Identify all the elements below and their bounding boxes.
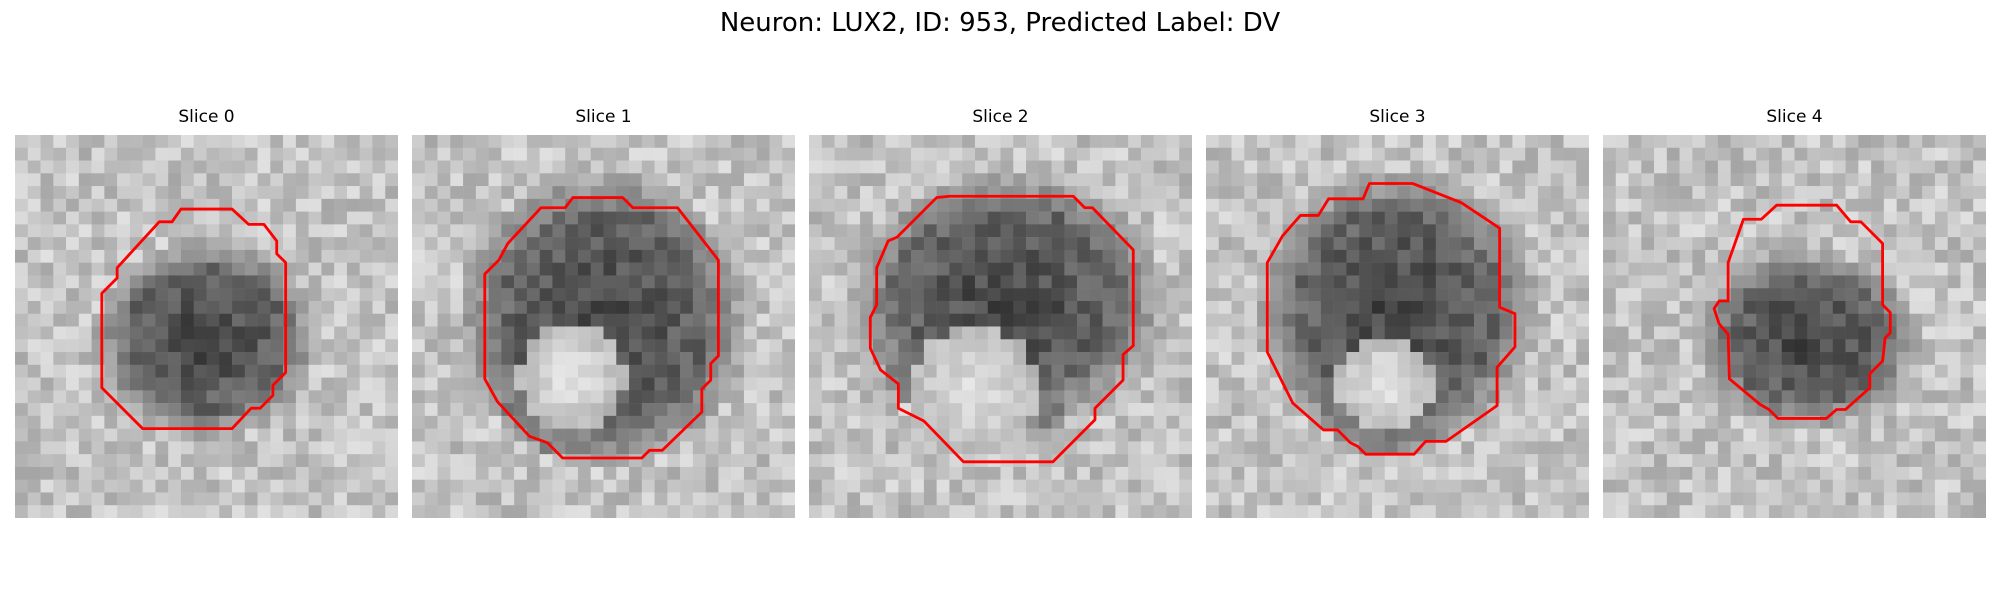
- slice-panel-2: Slice 2: [809, 107, 1192, 518]
- slice-title-4: Slice 4: [1603, 107, 1986, 135]
- slice-panel-3: Slice 3: [1206, 107, 1589, 518]
- slice-image-1: [412, 135, 795, 518]
- slice-title-2: Slice 2: [809, 107, 1192, 135]
- slice-title-3: Slice 3: [1206, 107, 1589, 135]
- figure-title: Neuron: LUX2, ID: 953, Predicted Label: …: [0, 8, 2000, 38]
- slice-panel-1: Slice 1: [412, 107, 795, 518]
- slice-image-2: [809, 135, 1192, 518]
- slice-image-4: [1603, 135, 1986, 518]
- slice-title-1: Slice 1: [412, 107, 795, 135]
- slice-panel-0: Slice 0: [15, 107, 398, 518]
- slice-title-0: Slice 0: [15, 107, 398, 135]
- slice-image-3: [1206, 135, 1589, 518]
- slice-image-0: [15, 135, 398, 518]
- slice-panel-4: Slice 4: [1603, 107, 1986, 518]
